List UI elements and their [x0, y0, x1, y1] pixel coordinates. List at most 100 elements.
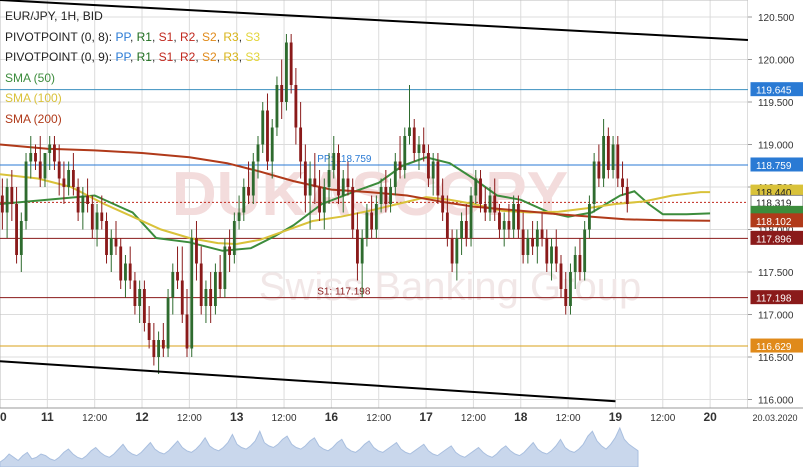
- candle: [142, 280, 146, 332]
- candle: [360, 229, 364, 298]
- candle-body: [138, 289, 142, 306]
- sma-line: [0, 143, 711, 222]
- candle-body: [379, 187, 383, 204]
- candle: [209, 272, 213, 323]
- candle: [119, 238, 123, 289]
- x-tick-label: 12:00: [272, 413, 297, 424]
- candle-body: [313, 178, 317, 187]
- x-tick-label: 12: [135, 410, 149, 424]
- legend-title: EUR/JPY, 1H, BID: [5, 9, 103, 23]
- candle-body: [488, 195, 492, 213]
- candle-body: [57, 161, 61, 179]
- candle: [86, 178, 90, 213]
- candle: [412, 119, 416, 162]
- candle: [180, 246, 184, 323]
- candle-body: [147, 323, 151, 340]
- candle: [341, 170, 345, 213]
- candle-body: [142, 289, 146, 323]
- candle: [502, 212, 506, 247]
- candle: [128, 246, 132, 289]
- candle: [346, 161, 350, 196]
- pivot-s1-2-badge-box: [750, 290, 803, 305]
- candle: [294, 68, 298, 145]
- sma200-value-badge-text: 118.102: [756, 217, 792, 228]
- candle: [441, 178, 445, 221]
- legend-pivot-line: PIVOTPOINT (0, 9): PP, R1, S1, R2, S2, R…: [5, 47, 260, 68]
- legend-separator: ,: [173, 29, 180, 44]
- candle-body: [578, 255, 582, 272]
- candle-body: [176, 272, 179, 281]
- legend-separator: ,: [216, 29, 224, 44]
- candle-body: [621, 178, 624, 187]
- candle-body: [322, 187, 326, 213]
- candle: [15, 187, 18, 264]
- legend-pivot-item: S3: [245, 50, 261, 65]
- candle: [213, 263, 217, 315]
- candle-body: [374, 204, 378, 230]
- candle-body: [53, 144, 56, 162]
- candle-body: [474, 178, 478, 196]
- candle: [57, 144, 61, 196]
- candle-body: [587, 204, 591, 230]
- candle: [474, 170, 478, 204]
- candle-body: [195, 238, 198, 264]
- y-axis: 116.000116.500117.000117.500118.000118.5…: [748, 0, 803, 467]
- candle-body: [441, 195, 445, 213]
- candle: [147, 306, 151, 349]
- candle-body: [351, 187, 355, 230]
- candles: [0, 34, 629, 374]
- candle: [109, 229, 113, 272]
- candle: [422, 127, 426, 162]
- y-tick-label: 116.500: [758, 353, 794, 364]
- candle-body: [270, 127, 274, 162]
- candle: [564, 272, 568, 315]
- candle: [540, 212, 544, 247]
- legend-sma-item: SMA (100): [5, 91, 62, 106]
- candle-body: [119, 246, 123, 281]
- candle: [0, 178, 4, 230]
- candle: [521, 212, 525, 264]
- candle-body: [327, 170, 331, 187]
- candle-body: [180, 280, 184, 315]
- sma200-value-badge-box: [750, 213, 803, 228]
- candle-body: [152, 340, 156, 357]
- candle-body: [356, 229, 359, 264]
- candle-body: [398, 161, 402, 170]
- candle-body: [275, 85, 279, 128]
- candle: [90, 195, 94, 238]
- candle-body: [559, 263, 563, 289]
- candle: [507, 204, 511, 238]
- candle: [327, 153, 331, 204]
- candle-body: [171, 272, 175, 298]
- x-tick-label: 12:00: [461, 413, 486, 424]
- candle: [569, 263, 572, 315]
- candle-body: [550, 246, 553, 264]
- candle: [592, 153, 596, 213]
- candle: [374, 195, 378, 238]
- candle: [526, 229, 530, 264]
- candle-body: [218, 272, 222, 289]
- candle-body: [483, 204, 487, 213]
- candle-body: [408, 127, 411, 136]
- x-date-label: 20.03.2020: [752, 413, 797, 423]
- candle: [247, 161, 250, 204]
- candle-body: [464, 221, 468, 238]
- candle: [583, 221, 587, 281]
- legend-pivot-item: S1: [158, 50, 174, 65]
- candle: [289, 34, 293, 94]
- trendline: [0, 360, 616, 403]
- candle: [48, 136, 52, 170]
- candle-body: [5, 187, 9, 213]
- candle-body: [105, 221, 108, 255]
- y-tick-label: 119.000: [758, 141, 794, 152]
- candle: [554, 229, 558, 272]
- candle-body: [199, 263, 203, 306]
- candle-body: [569, 272, 572, 306]
- candle: [204, 280, 208, 323]
- candle-body: [232, 221, 236, 255]
- candle-body: [48, 144, 52, 153]
- y-tick-label: 117.000: [758, 311, 794, 322]
- candle: [10, 170, 14, 221]
- legend-separator: ,: [129, 50, 137, 65]
- candle-body: [318, 187, 321, 213]
